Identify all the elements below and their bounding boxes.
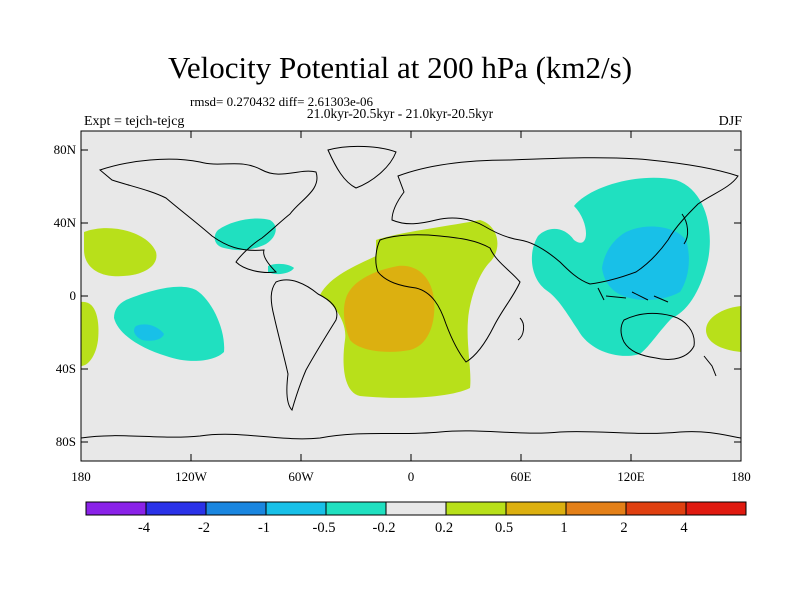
colorbar-swatch xyxy=(565,501,627,516)
lon-label-180e: 180 xyxy=(731,469,751,484)
negative-core-regions xyxy=(134,226,689,341)
colorbar-label: 4 xyxy=(680,520,688,536)
lat-label-80s: 80S xyxy=(55,434,76,449)
colorbar-label: -4 xyxy=(137,520,151,536)
indonesia-islands xyxy=(597,287,669,303)
chart-title: Velocity Potential at 200 hPa (km2/s) xyxy=(167,50,633,85)
colorbar-label: -2 xyxy=(197,520,211,536)
north-america-coast xyxy=(98,158,318,273)
gulf-negative-blob xyxy=(268,263,294,275)
west-pacific-negative-core xyxy=(602,226,689,300)
new-zealand-coast xyxy=(703,355,717,377)
experiment-label: Expt = tejch-tejcg xyxy=(84,114,185,129)
colorbar-label: 2 xyxy=(620,520,628,536)
madagascar-coast xyxy=(517,317,525,341)
colorbar-swatch xyxy=(385,501,447,516)
colorbar-swatch xyxy=(85,501,147,516)
colorbar-swatch xyxy=(505,501,567,516)
antarctica-coast xyxy=(80,430,742,440)
stats-subtitle: rmsd= 0.270432 diff= 2.61303e-06 xyxy=(190,94,374,109)
south-pacific-negative-core xyxy=(134,324,164,341)
lon-label-60w: 60W xyxy=(288,469,314,484)
africa-coast xyxy=(375,234,521,363)
lon-label-180w: 180 xyxy=(71,469,91,484)
south-america-coast xyxy=(270,279,338,411)
australia-east-positive xyxy=(706,306,741,352)
north-america-negative xyxy=(214,218,276,251)
lon-label-60e: 60E xyxy=(510,469,532,484)
japan-coast xyxy=(681,213,689,245)
australia-coast xyxy=(620,312,695,360)
colorbar-label: -0.5 xyxy=(312,520,336,536)
lon-label-0: 0 xyxy=(407,469,415,484)
colorbar xyxy=(85,501,747,516)
pacific-west-positive xyxy=(84,228,157,277)
lon-label-120w: 120W xyxy=(175,469,207,484)
lat-label-40s: 40S xyxy=(55,361,76,376)
colorbar-label: -1 xyxy=(257,520,271,536)
lat-label-40n: 40N xyxy=(53,215,76,230)
colorbar-label: 0.2 xyxy=(434,520,454,536)
colorbar-swatch xyxy=(445,501,507,516)
lat-label-0: 0 xyxy=(69,288,77,303)
colorbar-swatch xyxy=(325,501,387,516)
coastlines xyxy=(80,145,742,440)
colorbar-label: 0.5 xyxy=(494,520,514,536)
south-pacific-negative xyxy=(114,286,225,361)
lat-ticks xyxy=(81,149,741,443)
lon-ticks xyxy=(190,131,632,461)
colorbar-label: 1 xyxy=(560,520,568,536)
colorbar-swatch xyxy=(205,501,267,516)
lon-label-120e: 120E xyxy=(617,469,645,484)
season-label: DJF xyxy=(718,114,742,129)
period-subtitle: 21.0kyr-20.5kyr - 21.0kyr-20.5kyr xyxy=(306,106,494,121)
colorbar-swatch xyxy=(625,501,687,516)
east-pacific-positive-edge xyxy=(81,301,99,366)
eurasia-coast xyxy=(391,157,739,285)
colorbar-swatch xyxy=(145,501,207,516)
colorbar-label: -0.2 xyxy=(372,520,396,536)
colorbar-swatch xyxy=(685,501,747,516)
lat-label-80n: 80N xyxy=(53,142,76,157)
greenland-coast xyxy=(327,145,397,189)
colorbar-swatch xyxy=(265,501,327,516)
